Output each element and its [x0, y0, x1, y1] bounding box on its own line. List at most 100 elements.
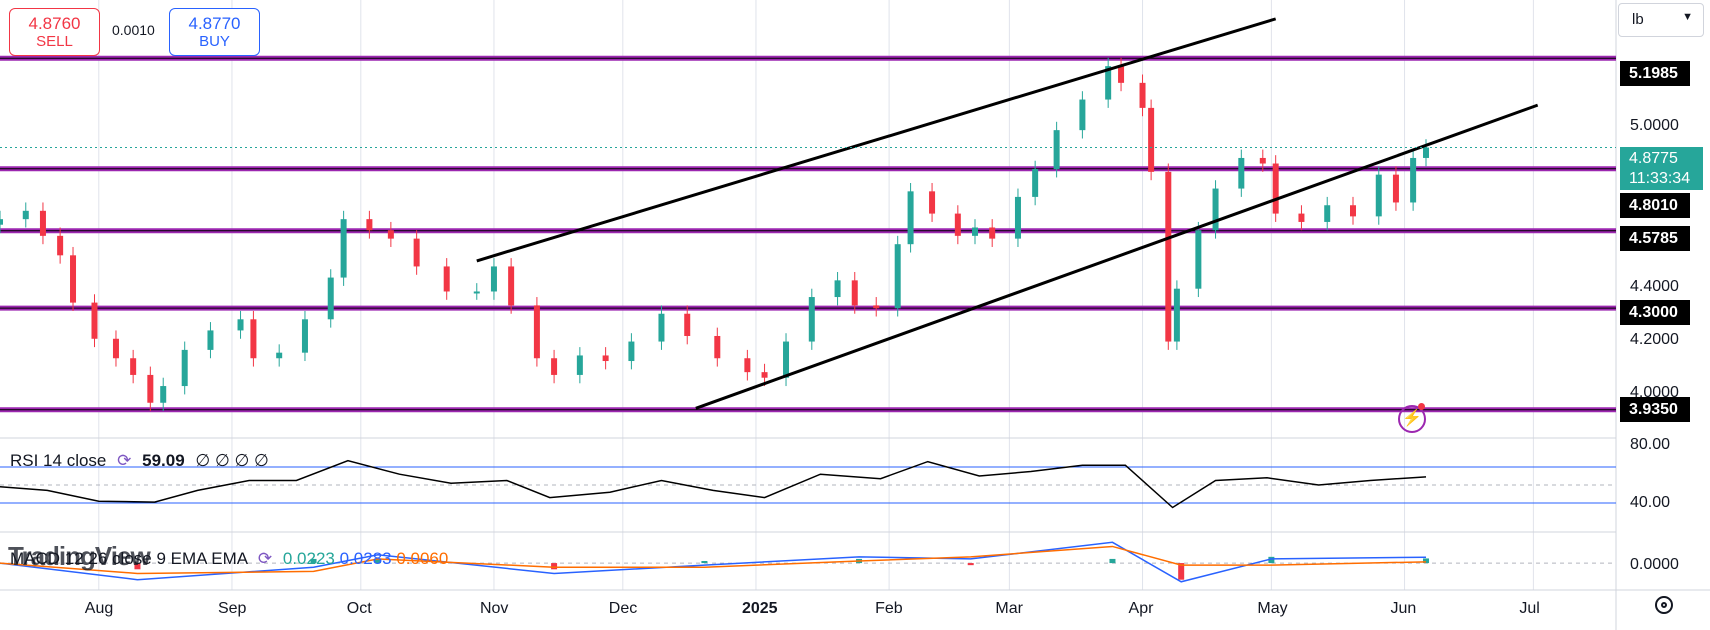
level-tag-4-8010: 4.8010	[1620, 193, 1690, 218]
candle-body	[954, 213, 961, 236]
alert-flash-icon[interactable]: ⚡	[1398, 405, 1426, 433]
candle-body	[1173, 288, 1180, 342]
candle-body	[1195, 230, 1202, 289]
candle-body	[834, 280, 841, 298]
macd-histogram-bar	[551, 563, 558, 570]
candle-body	[1079, 99, 1086, 131]
macd-legend[interactable]: MACD 12 26 close 9 EMA EMA ⟳ 0.0223 0.02…	[10, 549, 448, 569]
candle-body	[907, 191, 914, 245]
macd-histogram-bar	[134, 563, 141, 570]
candle-body	[1212, 188, 1219, 231]
buy-button[interactable]: 4.8770 BUY	[169, 8, 260, 56]
rsi-line	[0, 459, 1427, 509]
alert-dot	[1418, 403, 1425, 410]
candle-body	[301, 319, 308, 353]
macd-histogram-bar	[967, 563, 974, 566]
candle-body	[684, 313, 691, 336]
unit-label: lb	[1632, 11, 1644, 28]
time-axis-label: 2025	[741, 600, 778, 617]
time-axis-label: Nov	[479, 600, 509, 617]
candle-body	[1139, 82, 1146, 108]
candle-body	[1238, 157, 1245, 189]
candle-body	[22, 210, 29, 220]
level-tag-4-5785: 4.5785	[1620, 226, 1690, 251]
candle-body	[1410, 157, 1417, 203]
candle-body	[1324, 205, 1331, 222]
macd-histogram-bar	[1109, 558, 1116, 564]
price-tick: 4.2000	[1630, 331, 1679, 348]
rsi-title: RSI 14 close	[10, 451, 107, 470]
rsi-na-4: ∅	[254, 451, 269, 470]
macd-line	[0, 541, 1427, 583]
candle-body	[929, 191, 936, 214]
candle-body	[1105, 66, 1112, 100]
sell-button[interactable]: 4.8760 SELL	[9, 8, 100, 56]
trendline	[695, 103, 1539, 410]
candle-body	[112, 338, 119, 359]
trendline	[476, 17, 1277, 263]
rsi-legend[interactable]: RSI 14 close ⟳ 59.09 ∅ ∅ ∅ ∅	[10, 451, 269, 471]
price-tick: 4.4000	[1630, 278, 1679, 295]
current-price: 4.8775	[1629, 150, 1678, 167]
candle-body	[130, 358, 137, 375]
candle-body	[851, 280, 858, 306]
time-axis-label: Aug	[84, 600, 114, 617]
candle-body	[533, 305, 540, 359]
macd-signal-line	[0, 545, 1427, 575]
candle-body	[1298, 213, 1305, 222]
macd-histogram-bar	[701, 561, 708, 564]
candle-body	[147, 374, 154, 403]
candle-body	[1423, 147, 1430, 158]
candle-body	[576, 355, 583, 375]
candle-body	[658, 313, 665, 342]
time-axis-label: Dec	[608, 600, 638, 617]
candle-body	[894, 244, 901, 309]
candle-body	[1165, 171, 1172, 342]
candle-body	[551, 358, 558, 375]
sell-price: 4.8760	[28, 14, 81, 33]
tradingview-logo: TradingView	[8, 541, 151, 571]
macd-tick: 0.0000	[1630, 556, 1679, 573]
candle-body	[628, 341, 635, 362]
buy-label: BUY	[199, 33, 230, 50]
candle-body	[443, 266, 450, 292]
candle-body	[327, 277, 334, 320]
macd-histogram-bar	[374, 558, 381, 564]
settings-icon[interactable]	[1655, 596, 1673, 614]
candle-body	[1118, 66, 1125, 83]
candle-body	[1148, 107, 1155, 172]
candle-body	[508, 266, 515, 306]
macd-signal-value: 0.0060	[396, 549, 449, 568]
time-axis-label: Oct	[346, 600, 372, 617]
macd-histogram-bar	[1268, 556, 1275, 564]
time-axis-label: Jun	[1390, 600, 1417, 617]
candle-body	[39, 210, 46, 236]
refresh-icon[interactable]: ⟳	[117, 451, 132, 470]
candle-body	[1032, 169, 1039, 197]
time-axis-label: Sep	[217, 600, 247, 617]
candle-body	[340, 219, 347, 278]
macd-histogram-bar	[310, 558, 317, 564]
candle-body	[70, 255, 77, 303]
candle-body	[1392, 174, 1399, 203]
candle-body	[873, 305, 880, 309]
sell-label: SELL	[36, 33, 73, 50]
candle-body	[366, 219, 373, 231]
candle-body	[490, 266, 497, 292]
rsi-na-3: ∅	[234, 451, 250, 470]
unit-selector[interactable]: lb ▼	[1618, 3, 1704, 37]
candle-body	[972, 227, 979, 236]
candle-body	[1259, 157, 1266, 164]
macd-line-value: 0.0283	[339, 549, 392, 568]
current-price-tag: 4.8775 11:33:34	[1620, 147, 1703, 190]
price-tick: 5.0000	[1630, 117, 1679, 134]
refresh-icon[interactable]: ⟳	[257, 549, 273, 568]
rsi-tick: 80.00	[1630, 436, 1671, 453]
level-tag-3-9350: 3.9350	[1620, 397, 1690, 422]
candle-body	[57, 235, 64, 256]
chevron-down-icon: ▼	[1682, 11, 1693, 23]
level-tag-4-3000: 4.3000	[1620, 300, 1690, 325]
candle-body	[413, 238, 420, 267]
